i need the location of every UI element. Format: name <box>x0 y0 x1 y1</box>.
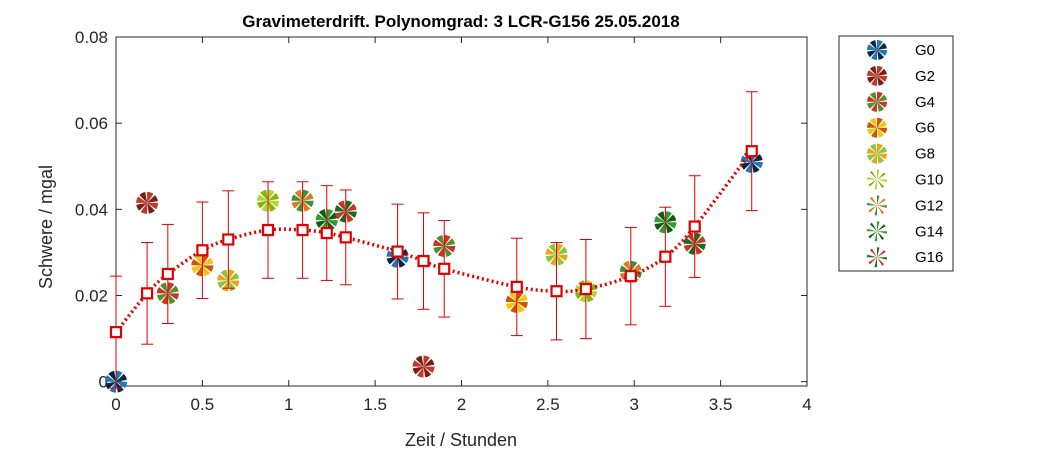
legend-label-g14: G14 <box>915 223 943 240</box>
legend-marker-g0 <box>867 40 887 61</box>
drift-point <box>296 223 309 237</box>
marker-g2 <box>136 191 159 214</box>
y-tick-label: 0 <box>99 373 108 392</box>
drift-point <box>109 326 123 339</box>
y-tick-label: 0.04 <box>75 200 108 219</box>
drift-point <box>417 254 430 268</box>
marker-g16 <box>334 200 357 223</box>
marker-g0 <box>105 370 127 393</box>
x-tick-label: 2 <box>457 395 466 414</box>
marker-g6 <box>191 254 214 277</box>
x-tick-label: 0.5 <box>191 395 215 414</box>
legend-label-g8: G8 <box>915 146 935 163</box>
legend: G0 G2 G4 G6 G8 G10 G12 G14 G16 <box>838 35 954 272</box>
drift-point <box>659 250 672 263</box>
legend-label-g10: G10 <box>915 172 943 189</box>
axes-box <box>115 36 808 387</box>
legend-marker-g12 <box>867 195 887 216</box>
drift-point <box>550 285 563 298</box>
x-tick-label: 1 <box>284 395 293 414</box>
drift-point <box>320 226 333 240</box>
drift-point <box>510 280 523 294</box>
x-tick-label: 0 <box>111 395 120 414</box>
legend-box <box>838 35 954 272</box>
marker-g16 <box>683 232 706 255</box>
legend-label-g6: G6 <box>915 120 935 137</box>
marker-g4 <box>433 234 456 257</box>
legend-marker-g2 <box>867 65 887 86</box>
x-tick-label: 1.5 <box>363 395 387 414</box>
legend-label-g16: G16 <box>915 249 943 266</box>
drift-point <box>196 244 209 257</box>
legend-label-g0: G0 <box>915 42 935 59</box>
x-tick-label: 4 <box>802 395 811 414</box>
legend-marker-g6 <box>867 117 887 138</box>
x-tick-label: 3.5 <box>709 395 733 414</box>
drift-point <box>624 270 637 283</box>
legend-marker-g14 <box>867 221 887 242</box>
drift-point <box>438 262 451 275</box>
x-tick-label: 2.5 <box>536 395 560 414</box>
drift-point <box>222 233 235 246</box>
legend-label-g4: G4 <box>915 94 935 111</box>
plot-area: 0 0.5 1 1.5 2 2.5 3 3.5 4 0 0.02 0.04 0.06 0.08 <box>75 28 812 414</box>
legend-label-g12: G12 <box>915 197 943 214</box>
drift-point <box>688 220 701 233</box>
y-tick-label: 0.06 <box>75 114 108 133</box>
x-axis-label: Zeit / Stunden <box>405 430 517 450</box>
marker-g12 <box>291 189 314 212</box>
marker-g8 <box>545 243 568 266</box>
y-axis-label: Schwere / mgal <box>36 165 56 289</box>
legend-marker-g10 <box>867 169 887 190</box>
drift-point <box>391 245 404 258</box>
legend-marker-g4 <box>867 91 887 112</box>
marker-g2 <box>412 355 435 378</box>
x-tick-label: 3 <box>630 395 639 414</box>
marker-g6 <box>505 290 528 313</box>
chart-title: Gravimeterdrift. Polynomgrad: 3 LCR-G156… <box>242 12 679 31</box>
marker-g14 <box>315 209 338 232</box>
drift-point <box>140 287 154 300</box>
legend-marker-g16 <box>867 247 887 268</box>
drift-point <box>339 231 352 244</box>
y-tick-label: 0.02 <box>75 287 108 306</box>
marker-g4 <box>156 282 179 305</box>
drift-point <box>579 282 592 296</box>
drift-point <box>745 145 758 158</box>
y-tick-label: 0.08 <box>75 28 108 47</box>
marker-g10 <box>257 189 280 212</box>
drift-point <box>261 223 275 237</box>
legend-marker-g8 <box>867 143 887 164</box>
legend-label-g2: G2 <box>915 68 935 85</box>
drift-point <box>161 267 174 281</box>
marker-g14 <box>654 211 677 234</box>
